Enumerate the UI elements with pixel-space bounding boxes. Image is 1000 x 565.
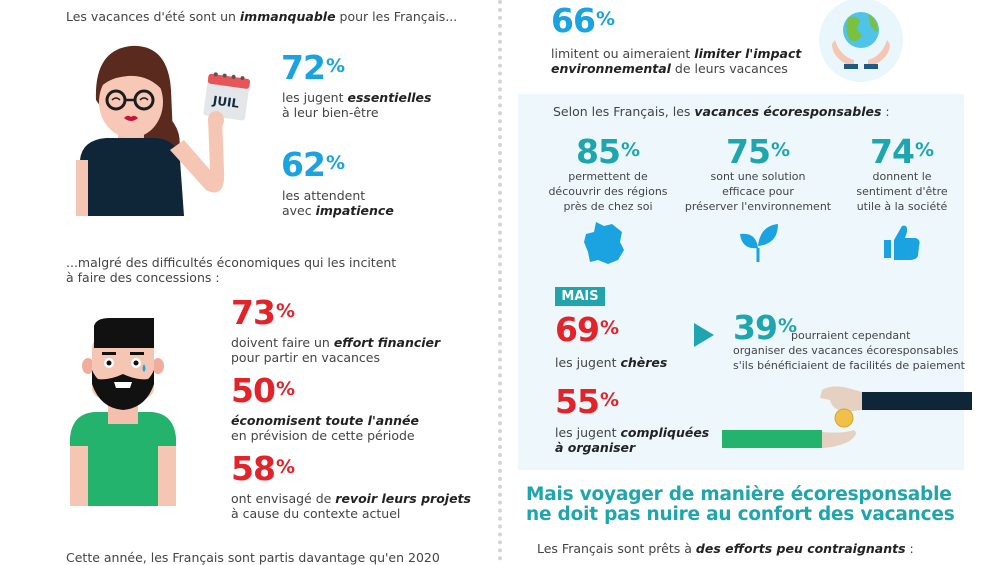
stat-85-caption: permettent de découvrir des régions près d…: [548, 170, 668, 213]
stat-72-caption: les jugent essentielles à leur bien-être: [282, 90, 432, 120]
dotted-divider: [498, 0, 502, 561]
stat-58-value: 58%: [231, 449, 295, 488]
stat-55-value: 55%: [555, 382, 619, 421]
stat-55-caption: les jugent compliquées à organiser: [555, 425, 710, 455]
sprout-icon: [740, 224, 778, 262]
stat-75-caption: sont une solution efficace pour préserver …: [684, 170, 832, 213]
stat-73-value: 73%: [231, 293, 295, 332]
stat-72-value: 72%: [281, 48, 345, 87]
globe-hands-icon: [819, 0, 903, 82]
efforts-text: Les Français sont prêts à des efforts pe…: [537, 541, 914, 556]
stat-74-value: 74%: [870, 132, 934, 171]
stat-39-caption-line1: pourraient cependant: [791, 329, 911, 342]
stat-74-caption: donnent le sentiment d'être utile à la soc…: [856, 170, 948, 213]
woman-illustration: JUIL: [76, 45, 251, 216]
france-map-icon: [584, 222, 624, 264]
panel-title: Selon les Français, les vacances écoresp…: [553, 104, 890, 119]
stat-66-caption: limitent ou aimeraient limiter l'impact e…: [551, 46, 802, 76]
arrow-right-icon: [694, 323, 714, 347]
calendar-label: JUIL: [211, 93, 240, 111]
intro2-text: ...malgré des difficultés économiques qu…: [66, 255, 397, 285]
stat-85-block: 85% permettent de découvrir des régions pr…: [540, 135, 676, 214]
stat-75-block: 75% sont une solution efficace pour préser…: [680, 135, 836, 214]
stat-74-block: 74% donnent le sentiment d'être utile à la…: [840, 135, 964, 214]
payment-hands-illustration: [722, 386, 972, 448]
stat-85-value: 85%: [576, 132, 640, 171]
stat-69-caption: les jugent chères: [555, 355, 668, 370]
stat-58-caption: ont envisagé de revoir leurs projets à ca…: [231, 491, 471, 521]
stat-62-value: 62%: [281, 145, 345, 184]
man-illustration: [70, 318, 176, 506]
stat-66-value: 66%: [551, 1, 615, 40]
stat-73-caption: doivent faire un effort financier pour pa…: [231, 335, 441, 365]
stat-62-caption: les attendent avec impatience: [282, 188, 394, 218]
stat-39-value: 39%: [733, 308, 797, 347]
thumbs-up-icon: [884, 225, 920, 260]
stat-39-caption: organiser des vacances écoresponsables s'…: [733, 344, 965, 372]
stat-50-caption: économisent toute l'année en prévision de…: [231, 413, 419, 443]
section-headline: Mais voyager de manière écoresponsable ne…: [526, 484, 955, 525]
footer-cut-text: Cette année, les Français sont partis da…: [66, 550, 440, 565]
intro-text: Les vacances d'été sont un immanquable p…: [66, 9, 458, 24]
mais-badge: MAIS: [555, 287, 605, 306]
stat-75-value: 75%: [726, 132, 790, 171]
stat-50-value: 50%: [231, 371, 295, 410]
stat-69-value: 69%: [555, 310, 619, 349]
